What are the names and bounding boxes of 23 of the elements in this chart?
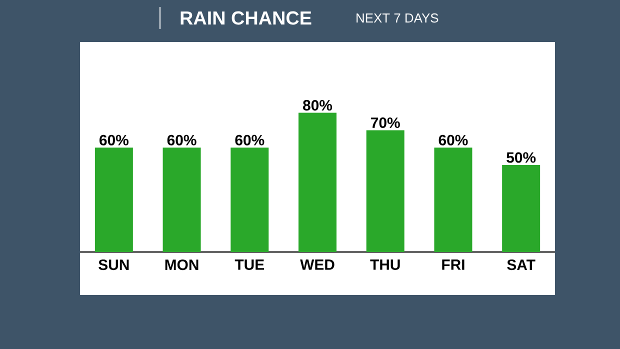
bar [366,130,404,252]
x-tick-label: SUN [98,260,129,270]
data-label: 60% [167,134,196,146]
bar [298,112,337,252]
data-label: 60% [438,134,468,146]
x-tick-label: THU [370,260,400,270]
data-label: 70% [371,117,400,128]
data-label: 50% [506,152,536,163]
bar [434,148,472,252]
bar [162,148,201,252]
bar [230,148,269,252]
data-label: 80% [303,100,332,111]
x-tick-label: MON [165,260,198,270]
chart-subtitle: NEXT 7 DAYS [356,13,438,23]
x-tick-label: FRI [442,260,464,270]
x-tick-label: SAT [507,260,536,270]
bar [502,165,540,252]
data-label: 60% [235,134,264,146]
x-tick-label: WED [300,260,334,270]
x-tick-label: TUE [234,260,264,270]
data-label: 60% [100,134,128,146]
bar [94,148,133,252]
chart-title: RAIN CHANCE [180,11,312,25]
